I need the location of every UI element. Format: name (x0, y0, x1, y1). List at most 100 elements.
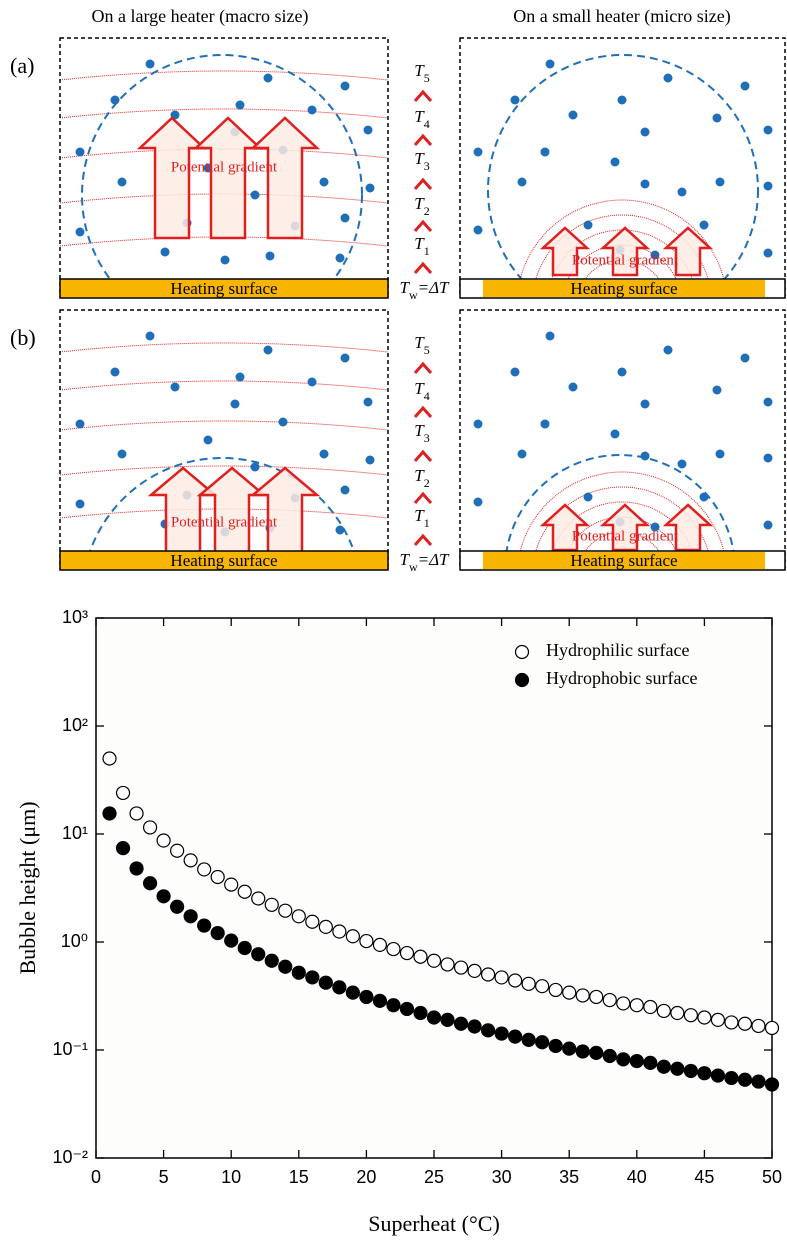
molecule (307, 105, 317, 115)
molecule (75, 227, 85, 237)
chevron (413, 361, 433, 374)
molecule (335, 253, 345, 263)
x-tick-label: 0 (91, 1167, 101, 1187)
temperature-symbol: T (414, 506, 425, 525)
wall-symbol: T (399, 550, 410, 569)
data-point (426, 953, 442, 968)
data-point (372, 993, 388, 1008)
data-point (710, 1012, 726, 1027)
isotherm (519, 471, 725, 551)
data-point (142, 876, 158, 891)
data-point (210, 869, 225, 885)
molecule (335, 525, 345, 535)
molecule (610, 429, 620, 439)
x-tick-label: 10 (221, 1167, 241, 1187)
gradient-arrow (599, 503, 651, 551)
temperature-symbol: T (414, 379, 425, 398)
x-axis-label: Superheat (°C) (368, 1211, 500, 1236)
molecule (160, 247, 170, 257)
data-point (643, 999, 658, 1015)
data-point (575, 988, 590, 1003)
y-tick-label: 10⁻² (52, 1147, 88, 1167)
x-tick-label: 5 (159, 1167, 169, 1187)
molecule (583, 220, 593, 230)
panel-header: On a large heater (macro size) (91, 6, 308, 27)
data-point (453, 1016, 469, 1031)
wall-suffix: =ΔT (418, 550, 450, 569)
molecule (677, 187, 687, 197)
chevron (413, 261, 433, 274)
temperature-subscript: 5 (424, 71, 430, 85)
data-point (318, 975, 333, 990)
molecule (677, 459, 687, 469)
data-point (724, 1070, 739, 1086)
data-point (413, 949, 428, 964)
molecule (473, 419, 483, 429)
molecule (75, 499, 85, 509)
molecule (510, 367, 520, 377)
data-point (575, 1044, 590, 1059)
molecule (740, 353, 750, 363)
molecule (319, 177, 329, 187)
molecule (540, 147, 550, 157)
data-point (562, 985, 577, 1000)
data-point (602, 1048, 617, 1064)
data-point (440, 957, 455, 972)
data-point (480, 1023, 496, 1038)
gradient-arrow (147, 466, 219, 551)
molecule (640, 179, 650, 189)
data-point (602, 992, 617, 1008)
temperature-subscript: 4 (424, 117, 430, 131)
molecule (568, 110, 578, 120)
data-point (183, 853, 198, 868)
data-point (453, 960, 469, 975)
isotherm (60, 420, 388, 431)
data-point (535, 979, 550, 994)
gradient-arrow (662, 503, 714, 551)
heating-surface (59, 550, 389, 571)
data-point (670, 1005, 685, 1021)
data-point (264, 897, 279, 912)
molecule (340, 485, 350, 495)
data-point (345, 929, 360, 944)
chevron (413, 405, 433, 418)
isotherm (551, 501, 693, 551)
data-point (697, 1010, 712, 1025)
temperature-subscript: 2 (424, 476, 430, 490)
data-point (697, 1066, 712, 1081)
surface-label: Heating surface (170, 279, 277, 298)
data-point (508, 1029, 523, 1044)
x-tick-label: 30 (492, 1167, 512, 1187)
molecule (170, 382, 180, 392)
data-point (521, 1032, 536, 1048)
data-point (237, 940, 252, 956)
data-point (197, 862, 212, 877)
data-point (656, 1059, 671, 1074)
data-point (589, 1045, 604, 1061)
molecule (610, 157, 620, 167)
gradient-arrow (192, 116, 264, 240)
y-tick-label: 10¹ (62, 823, 88, 843)
data-point (142, 820, 158, 835)
molecule (340, 81, 350, 91)
molecule (517, 449, 527, 459)
gradient-label: Potential gradient (171, 159, 278, 175)
molecule (510, 95, 520, 105)
y-tick-label: 10³ (62, 607, 88, 627)
chevron (413, 219, 433, 232)
molecule (712, 113, 722, 123)
molecule (75, 419, 85, 429)
micro-panel: Potential gradient (473, 54, 773, 279)
data-point (764, 1020, 780, 1036)
chevron (413, 177, 433, 190)
temperature-label: T1 (414, 234, 429, 258)
temperature-subscript: 3 (424, 159, 430, 173)
gradient-arrow (249, 116, 321, 240)
molecule (145, 59, 155, 69)
molecule (263, 345, 273, 355)
data-point (278, 959, 293, 974)
molecule (763, 520, 773, 530)
data-point (548, 1038, 563, 1054)
data-point (399, 945, 415, 961)
molecule (583, 492, 593, 502)
